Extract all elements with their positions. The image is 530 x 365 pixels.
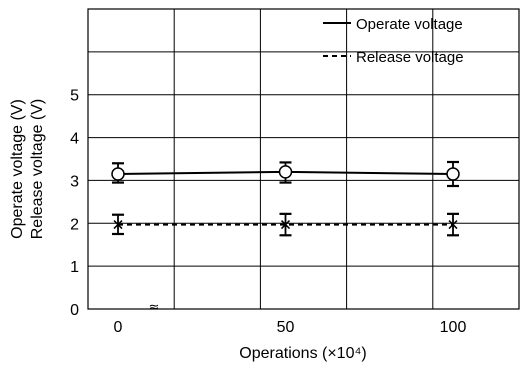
y-axis-label-line-1: Operate voltage (V) [9,99,26,239]
x-tick-label: 100 [440,319,467,336]
y-axis-label-line-2: Release voltage (V) [29,99,46,240]
data-point-x [113,220,123,230]
legend-label-release-voltage: Release voltage [356,49,464,66]
legend-label-operate-voltage: Operate voltage [356,16,463,33]
series-release-voltage [112,212,459,237]
grid [88,9,519,309]
y-tick-label: 2 [70,216,79,233]
y-tick-label: 0 [70,302,79,319]
data-point-circle [278,165,293,179]
series-operate-voltage [111,160,460,188]
x-axis-label: Operations (×10⁴) [239,345,366,362]
y-tick-label: 4 [70,131,79,148]
series-layer [111,160,460,237]
plot-frame [87,8,520,310]
data-point-circle [111,167,125,181]
axis-break-marker: ≈ [149,300,160,315]
y-tick-label: 5 [70,88,79,105]
x-tick-label: 0 [114,319,123,336]
y-tick-label: 3 [70,173,79,190]
x-tick-label: 50 [277,319,295,336]
data-point-circle [446,167,460,181]
data-point-x [448,220,458,230]
data-point-x [280,220,291,230]
y-tick-label: 1 [70,259,79,276]
y-axis-label: Operate voltage (V) Release voltage (V) [9,99,46,240]
legend: Operate voltage Release voltage [323,16,464,66]
